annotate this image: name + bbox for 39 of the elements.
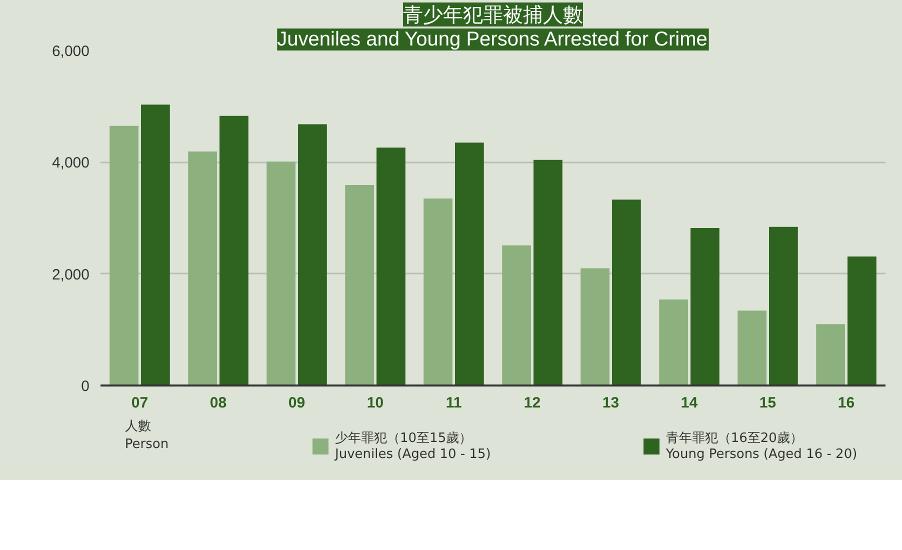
bar	[455, 142, 484, 386]
bar	[141, 104, 170, 386]
bar	[266, 162, 296, 386]
x-tick-label: 12	[524, 394, 541, 412]
bar	[298, 124, 327, 386]
y-tick-label: 6,000	[52, 43, 90, 60]
text: 人數 Person	[124, 419, 169, 452]
x-tick-label: 07	[131, 394, 148, 412]
x-tick-label: 13	[602, 394, 620, 412]
bar	[659, 300, 688, 386]
bar	[690, 228, 720, 386]
x-tick-label: 08	[210, 394, 227, 412]
bar	[612, 200, 641, 386]
bar	[848, 256, 876, 386]
x-tick-label: 11	[446, 394, 462, 412]
legend-label: 少年罪犯（10至15歲） Juveniles (Aged 10 - 15)	[335, 430, 491, 462]
chart-title: 青少年犯罪被捕人數	[403, 2, 583, 26]
bar	[769, 226, 798, 386]
bar	[345, 185, 374, 386]
y-tick-label: 2,000	[52, 266, 90, 284]
x-tick-label: 09	[288, 394, 306, 412]
chart-subtitle: Juveniles and Young Persons Arrested for Crime	[277, 28, 708, 50]
legend-label: 青年罪犯（16至20歲） Young Persons (Aged 16 - 20)	[666, 430, 858, 462]
x-tick-label: 15	[759, 394, 776, 412]
y-tick-label: 0	[81, 378, 90, 395]
bar	[188, 152, 217, 386]
y-tick-label: 4,000	[52, 154, 90, 172]
bar	[580, 268, 610, 386]
bar	[534, 160, 562, 386]
bar	[738, 310, 766, 386]
bar	[220, 116, 248, 386]
x-tick-label: 16	[838, 394, 855, 412]
bar	[376, 148, 406, 386]
bar	[424, 198, 452, 386]
x-tick-label: 10	[366, 394, 384, 412]
bar	[110, 126, 138, 386]
bar	[816, 324, 845, 386]
x-tick-label: 14	[680, 394, 698, 412]
bar	[502, 245, 531, 386]
